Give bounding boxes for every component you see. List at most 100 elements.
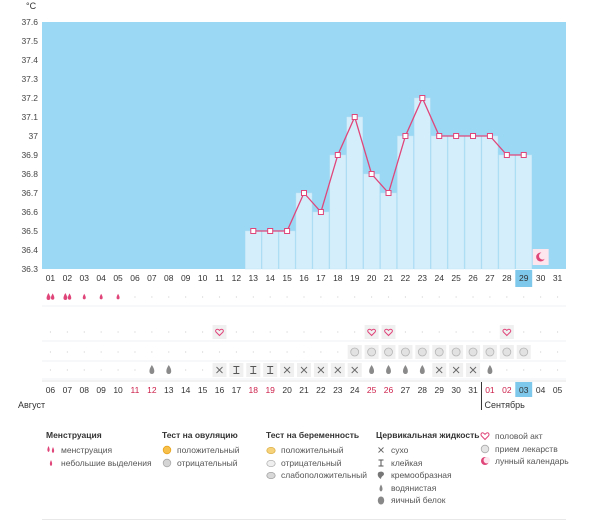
legend-item-watery: водянистая xyxy=(376,482,479,495)
grid-dot xyxy=(320,351,322,353)
ovulation-negative-icon xyxy=(162,458,172,467)
temperature-bar xyxy=(414,97,431,270)
grid-dot xyxy=(235,351,237,353)
grid-dot xyxy=(489,331,491,333)
grid-dot xyxy=(134,351,136,353)
cycle-day-label: 05 xyxy=(113,273,123,283)
heart-icon xyxy=(502,328,512,337)
heart-icon xyxy=(215,328,224,337)
y-tick-label: 37.4 xyxy=(21,55,38,65)
temperature-point xyxy=(385,190,392,196)
grid-dot xyxy=(49,331,52,333)
y-tick-label: 37.3 xyxy=(21,74,38,84)
grid-dot xyxy=(523,369,525,371)
dry-cross-icon xyxy=(351,366,359,374)
grid-dot xyxy=(269,331,271,333)
grid-dot xyxy=(523,331,525,333)
grid-dot xyxy=(337,296,339,298)
grid-dot xyxy=(556,369,559,371)
grid-dot xyxy=(151,296,153,298)
watery-drop-icon xyxy=(419,365,425,374)
temperature-bar xyxy=(312,211,330,270)
bottom-rule xyxy=(42,519,566,520)
cycle-day-label: 02 xyxy=(63,273,73,283)
heavy-drop-icon xyxy=(63,293,68,300)
watery-drop-icon xyxy=(386,365,391,374)
temperature-point xyxy=(334,152,341,158)
legend-item-creamy: кремообразная xyxy=(376,469,479,482)
cycle-day-label: 06 xyxy=(130,273,140,283)
y-tick-label: 36.3 xyxy=(21,264,38,274)
grid-dot xyxy=(168,331,170,333)
watery-drop-icon xyxy=(369,365,375,374)
eggwhite-icon xyxy=(377,496,385,505)
heavy-drop-icon xyxy=(47,446,55,453)
y-tick-label: 37.6 xyxy=(21,17,38,27)
grid-dot xyxy=(354,331,356,333)
y-tick-label: 36.6 xyxy=(21,207,38,217)
legend-item-pregnancy-weak: слабоположительный xyxy=(266,469,367,482)
grid-dot xyxy=(117,351,119,353)
grid-dot xyxy=(252,351,254,353)
date-label: 01 xyxy=(485,385,495,395)
legend-item-eggwhite: яичный белок xyxy=(376,494,479,507)
date-label: 18 xyxy=(249,385,259,395)
grid-dot xyxy=(66,351,68,353)
legend-item-pregnancy-negative: отрицательный xyxy=(266,457,367,470)
grid-dot xyxy=(303,296,305,298)
cycle-day-label: 24 xyxy=(434,273,444,283)
grid-dot xyxy=(337,351,339,353)
grid-dot xyxy=(83,331,85,333)
dry-cross-icon xyxy=(469,366,477,374)
cycle-day-label: 04 xyxy=(96,273,106,283)
date-label: 02 xyxy=(502,385,512,395)
grid-dot xyxy=(523,296,525,298)
cycle-day-label: 07 xyxy=(147,273,157,283)
temperature-bar xyxy=(481,135,499,270)
date-label: 16 xyxy=(215,385,225,395)
cycle-day-label: 14 xyxy=(265,273,275,283)
cycle-day-label: 27 xyxy=(485,273,495,283)
grid-dot xyxy=(66,369,68,371)
grid-dot xyxy=(455,296,457,298)
temperature-point xyxy=(419,95,426,101)
date-label: 28 xyxy=(418,385,428,395)
cycle-day-label: 11 xyxy=(215,273,224,283)
temperature-point xyxy=(520,152,527,158)
cell-bg xyxy=(364,325,379,339)
y-tick-label: 36.4 xyxy=(21,245,38,255)
legend-item-sticky: клейкая xyxy=(376,457,479,470)
grid-dot xyxy=(438,296,440,298)
light-drop-icon xyxy=(99,293,103,300)
cell-bg xyxy=(381,325,396,339)
cycle-day-label: 21 xyxy=(384,273,394,283)
date-label: 06 xyxy=(46,385,56,395)
pill-icon xyxy=(350,347,360,357)
grid-dot xyxy=(151,331,153,333)
legend-item-pregnancy-positive: положительный xyxy=(266,444,367,457)
legend-item-dry: сухо xyxy=(376,444,479,457)
grid-dot xyxy=(455,331,457,333)
grid-dot xyxy=(556,296,559,298)
cycle-day-label: 22 xyxy=(401,273,411,283)
date-label: 12 xyxy=(147,385,157,395)
heavy-drop-icon xyxy=(46,293,51,300)
grid-dot xyxy=(168,296,170,298)
y-tick-label: 37.2 xyxy=(21,93,38,103)
date-label: 14 xyxy=(181,385,191,395)
pill-icon xyxy=(367,347,377,357)
y-tick-label: 36.7 xyxy=(21,188,38,198)
temperature-bar xyxy=(346,116,363,270)
grid-dot xyxy=(168,351,170,353)
grid-dot xyxy=(235,296,237,298)
light-drop-icon xyxy=(82,293,86,300)
dry-cross-icon xyxy=(317,366,325,374)
grid-dot xyxy=(83,369,85,371)
date-label: 21 xyxy=(299,385,309,395)
grid-dot xyxy=(472,296,474,298)
y-tick-label: 37 xyxy=(29,131,39,141)
cycle-day-label: 10 xyxy=(198,273,208,283)
temperature-bar xyxy=(363,173,380,270)
date-label: 08 xyxy=(80,385,90,395)
grid-dot xyxy=(252,331,254,333)
